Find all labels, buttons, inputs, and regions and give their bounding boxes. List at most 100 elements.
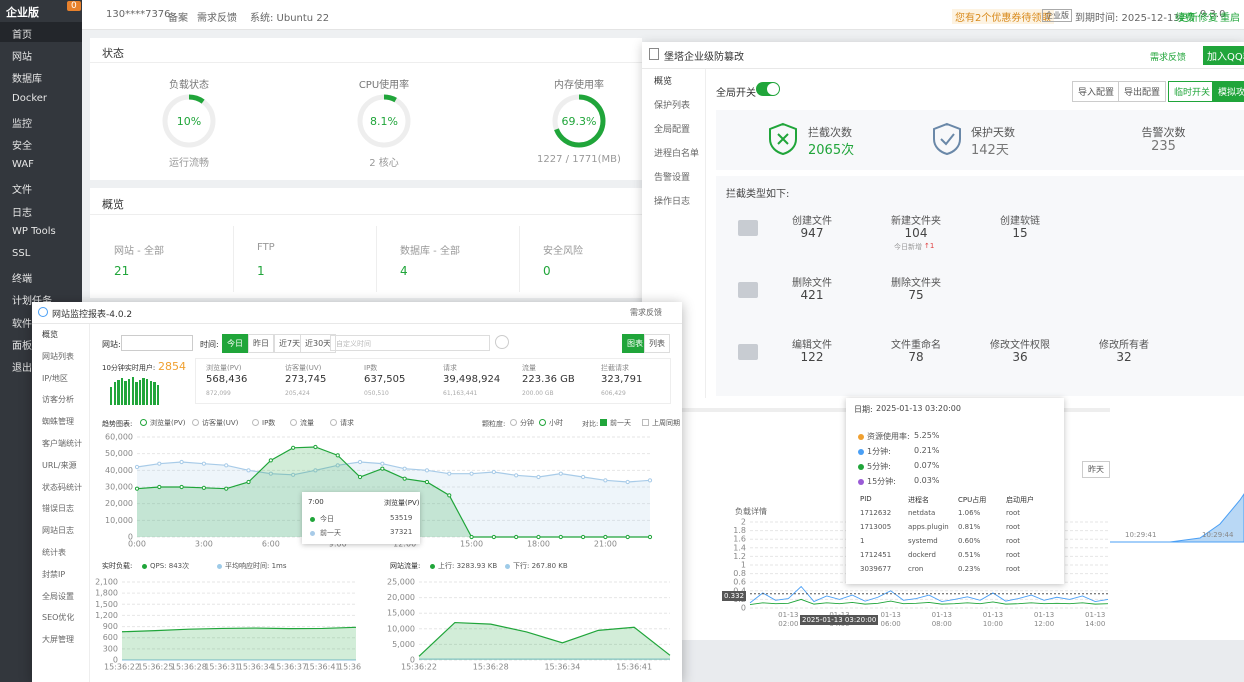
metric-prev: 200.00 GB — [522, 390, 554, 397]
table-cell: 0.23% — [958, 565, 981, 573]
menu-item[interactable]: 文件 — [0, 177, 82, 197]
menu-item[interactable]: WAF — [0, 155, 82, 175]
menu-item[interactable]: 计划任务 — [0, 288, 82, 308]
radio[interactable] — [140, 419, 147, 426]
nav-item[interactable]: IP/地区 — [42, 373, 68, 383]
button[interactable]: 昨天 — [1082, 461, 1110, 478]
renew[interactable]: 续费 — [1175, 13, 1195, 24]
radio[interactable] — [510, 419, 517, 426]
nav-item[interactable]: 客户端统计 — [42, 439, 82, 448]
top-link[interactable]: 系统: Ubuntu 22 — [250, 13, 330, 24]
metric-value: 568,436 — [206, 374, 248, 385]
gauge-arc — [357, 94, 411, 148]
stat-label: 告警次数 — [1141, 126, 1186, 139]
radio[interactable] — [192, 419, 199, 426]
menu-item[interactable]: 日志 — [0, 200, 82, 220]
date-input[interactable]: 自定义时间 — [330, 335, 490, 351]
checkbox[interactable] — [600, 419, 607, 426]
view-button[interactable]: 列表 — [644, 334, 670, 353]
menu-item[interactable]: 终端 — [0, 266, 82, 286]
menu-label: 数据库 — [12, 74, 42, 86]
site-select[interactable] — [121, 335, 193, 351]
nav-item[interactable]: 全局设置 — [42, 591, 74, 601]
range-button[interactable]: 今日 — [222, 334, 248, 353]
button[interactable]: 导入配置 — [1072, 81, 1121, 102]
legend-dot — [310, 531, 315, 536]
tab[interactable]: 告警设置 — [654, 173, 691, 183]
metrics-box: 浏览量(PV) 568,436 872,099 访客量(UV) 273,745 205,4… — [195, 358, 671, 404]
switch[interactable] — [756, 82, 780, 96]
menu-item[interactable]: 退出 — [0, 355, 82, 375]
refresh-icon[interactable] — [495, 335, 509, 349]
gauge — [162, 94, 216, 148]
nav-item[interactable]: 网站列表 — [42, 351, 74, 361]
tooltip-item: 1分钟: — [867, 447, 891, 456]
radio[interactable] — [330, 419, 337, 426]
feedback[interactable]: 需求反馈 — [1150, 53, 1187, 63]
feedback[interactable]: 需求反馈 — [630, 308, 662, 317]
point — [603, 534, 608, 540]
button[interactable]: 导出配置 — [1118, 81, 1167, 102]
nav-item[interactable]: URL/来源 — [42, 460, 77, 470]
coupon[interactable]: 您有2个优惠券待领取 — [952, 9, 1055, 24]
type-label: 编辑文件 — [792, 340, 832, 351]
overview-card[interactable]: FTP 1 — [245, 226, 377, 292]
top-action[interactable]: 重启 — [1220, 13, 1240, 24]
menu-item[interactable]: WP Tools — [0, 222, 82, 242]
qq-button[interactable]: 加入QQ群 — [1203, 46, 1244, 65]
nav-item[interactable]: 统计表 — [42, 548, 66, 557]
button[interactable]: 临时开关 — [1168, 81, 1217, 102]
tab[interactable]: 进程白名单 — [654, 149, 700, 159]
top-action[interactable]: 修复 — [1198, 13, 1218, 24]
button[interactable]: 模拟攻 — [1212, 81, 1244, 102]
type-value: 421 — [800, 288, 824, 302]
menu-item[interactable]: SSL — [0, 244, 82, 264]
menu-item[interactable]: 面板 — [0, 333, 82, 353]
top-action[interactable]: 更新 — [1178, 13, 1198, 24]
radio[interactable] — [539, 419, 546, 426]
tab[interactable]: 保护列表 — [654, 101, 691, 111]
expiry: 到期时间: 2025-12-13 — [1075, 13, 1180, 24]
type-label: 创建文件 — [792, 216, 832, 227]
menu-item[interactable]: 软件 — [0, 311, 82, 331]
top-link[interactable]: 需求反馈 — [197, 13, 237, 24]
tab[interactable]: 操作日志 — [654, 197, 691, 207]
top-link[interactable]: 备案 — [168, 13, 188, 24]
nav-item[interactable]: 网站日志 — [42, 526, 74, 536]
x-tick-label: 15:36:34 — [544, 663, 580, 672]
menu-item[interactable]: 安全 — [0, 133, 82, 153]
metric-label: 访客量(UV) — [285, 364, 322, 372]
radio[interactable] — [252, 419, 259, 426]
nav-item[interactable]: 概览 — [42, 330, 58, 339]
nav-item[interactable]: 蜘蛛管理 — [42, 417, 74, 427]
range-button[interactable]: 昨日 — [248, 334, 274, 353]
legend-label: 上行: 3283.93 KB — [438, 562, 498, 570]
nav-item[interactable]: 封禁IP — [42, 569, 66, 579]
radio[interactable] — [290, 419, 297, 426]
overview-card[interactable]: 网站 - 全部 21 — [102, 226, 234, 292]
menu-item[interactable]: Docker — [0, 89, 82, 109]
nav-item[interactable]: 错误日志 — [42, 504, 74, 514]
menu-label: SSL — [12, 248, 31, 259]
x-tick-label: 15:36:31 — [204, 663, 240, 672]
menu-item[interactable]: 数据库 — [0, 66, 82, 86]
tab-nav — [642, 69, 706, 398]
menu-item[interactable]: 首页 — [0, 22, 82, 42]
tab[interactable]: 全局配置 — [654, 125, 691, 135]
bar — [135, 381, 138, 405]
overview-card[interactable]: 数据库 - 全部 4 — [388, 226, 520, 292]
nav-item[interactable]: 状态码统计 — [42, 482, 82, 492]
point — [179, 459, 184, 465]
tooltip-title: 7:00 — [308, 498, 324, 506]
tab[interactable]: 概览 — [654, 77, 673, 87]
x-tick-label: 15:36:22 — [104, 663, 140, 672]
checkbox[interactable] — [642, 419, 649, 426]
menu-item[interactable]: 监控 — [0, 111, 82, 131]
point — [536, 474, 541, 480]
menu-item[interactable]: 网站 — [0, 44, 82, 64]
nav-item[interactable]: 大屏管理 — [42, 635, 74, 645]
nav-item[interactable]: 访客分析 — [42, 395, 74, 405]
range-button[interactable]: 近30天 — [300, 334, 337, 353]
nav-item[interactable]: SEO优化 — [42, 613, 75, 623]
